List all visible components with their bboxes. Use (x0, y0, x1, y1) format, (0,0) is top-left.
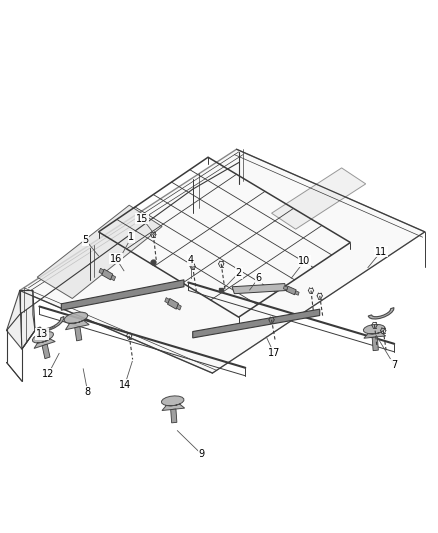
Polygon shape (177, 304, 181, 310)
Polygon shape (20, 149, 425, 373)
Text: 14: 14 (119, 380, 131, 390)
Polygon shape (295, 291, 299, 295)
Polygon shape (372, 337, 378, 351)
Text: 13: 13 (35, 329, 48, 339)
Text: 8: 8 (85, 387, 91, 397)
Polygon shape (75, 327, 82, 341)
Text: 5: 5 (82, 235, 88, 245)
Text: 6: 6 (255, 273, 261, 283)
Polygon shape (193, 309, 320, 338)
Polygon shape (167, 298, 179, 309)
Text: 11: 11 (375, 247, 387, 256)
Polygon shape (37, 317, 64, 331)
Polygon shape (162, 396, 185, 410)
Text: 2: 2 (236, 268, 242, 278)
Polygon shape (32, 332, 55, 349)
Polygon shape (364, 325, 386, 338)
Text: 12: 12 (42, 369, 54, 379)
Text: 10: 10 (298, 256, 311, 266)
Polygon shape (111, 275, 116, 281)
Polygon shape (37, 205, 162, 298)
Polygon shape (272, 168, 366, 229)
Polygon shape (102, 269, 113, 280)
Polygon shape (286, 286, 296, 295)
Text: 1: 1 (128, 232, 134, 242)
Polygon shape (42, 344, 50, 359)
Polygon shape (99, 268, 104, 274)
Polygon shape (7, 290, 35, 349)
Polygon shape (165, 297, 170, 303)
Text: 9: 9 (198, 449, 205, 459)
Polygon shape (61, 280, 184, 310)
Polygon shape (171, 409, 177, 423)
Polygon shape (232, 284, 287, 294)
Polygon shape (283, 286, 288, 290)
Text: 4: 4 (187, 255, 194, 265)
Text: 7: 7 (391, 360, 397, 370)
Text: 16: 16 (110, 254, 122, 263)
Text: 15: 15 (136, 214, 148, 223)
Polygon shape (64, 312, 89, 330)
Text: 17: 17 (268, 348, 280, 358)
Polygon shape (368, 308, 394, 319)
